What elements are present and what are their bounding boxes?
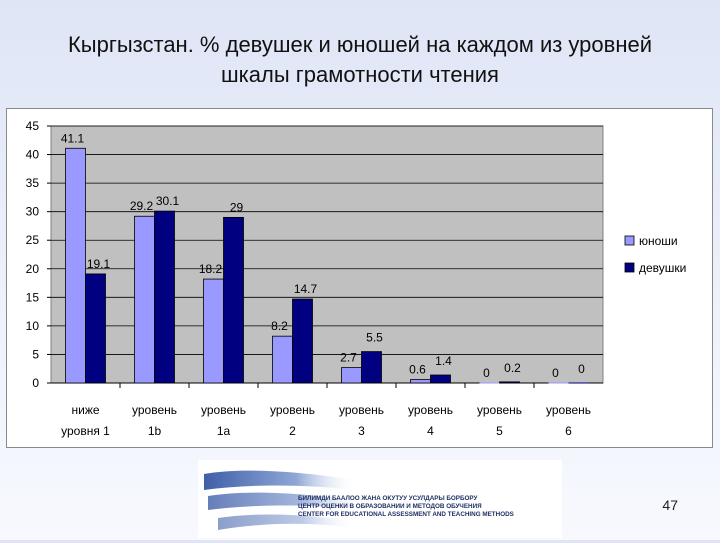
- data-label: 8.2: [271, 319, 288, 333]
- bar: [499, 381, 520, 384]
- x-tick-label: 5: [496, 424, 503, 438]
- x-tick-label: уровень: [270, 403, 315, 417]
- y-tick-label: 20: [26, 262, 40, 276]
- data-label: 29: [230, 200, 244, 214]
- bar: [410, 379, 431, 384]
- legend-label: юноши: [639, 234, 678, 248]
- bar: [430, 374, 451, 384]
- data-label: 2.7: [340, 351, 357, 365]
- x-tick-label: 2: [289, 424, 296, 438]
- legend-label: девушки: [639, 261, 686, 275]
- x-tick-label: 3: [358, 424, 365, 438]
- y-tick-label: 0: [32, 376, 39, 390]
- data-label: 0: [552, 366, 559, 380]
- x-tick-label: 1b: [148, 424, 162, 438]
- page-number: 47: [662, 497, 678, 513]
- slide-title-line-2: шкалы грамотности чтения: [221, 62, 499, 87]
- x-tick-label: уровень: [201, 403, 246, 417]
- y-tick-label: 45: [26, 119, 40, 133]
- data-label: 1.4: [435, 354, 452, 368]
- data-label: 0: [578, 362, 585, 376]
- legend-swatch: [624, 262, 635, 273]
- org-name-line-3: CENTER FOR EDUCATIONAL ASSESSMENT AND TE…: [298, 511, 514, 518]
- x-tick-label: ниже: [71, 403, 99, 417]
- plot-area: [50, 125, 604, 384]
- x-tick-label: 4: [427, 424, 434, 438]
- legend-swatch: [624, 235, 635, 246]
- bar: [134, 215, 155, 384]
- data-label: 5.5: [366, 331, 383, 345]
- slide-title: Кыргызстан. % девушек и юношей на каждом…: [20, 30, 700, 90]
- bar: [341, 367, 362, 384]
- y-tick-label: 25: [26, 233, 40, 247]
- data-label: 30.1: [156, 194, 180, 208]
- y-tick-label: 40: [26, 148, 40, 162]
- x-tick-label: уровень: [339, 403, 384, 417]
- x-tick-label: 6: [565, 424, 572, 438]
- slide-title-line-1: Кыргызстан. % девушек и юношей на каждом…: [67, 32, 653, 57]
- y-tick-label: 10: [26, 319, 40, 333]
- org-name-line-2: ЦЕНТР ОЦЕНКИ В ОБРАЗОВАНИИ И МЕТОДОВ ОБУ…: [298, 503, 482, 510]
- x-tick-label: уровень: [546, 403, 591, 417]
- y-tick-label: 30: [26, 205, 40, 219]
- data-label: 19.1: [87, 257, 111, 271]
- data-label: 18.2: [199, 262, 223, 276]
- bar: [223, 216, 244, 384]
- data-label: 41.1: [61, 131, 85, 145]
- data-label: 0.2: [504, 361, 521, 375]
- bar: [292, 298, 313, 384]
- bar: [154, 210, 175, 384]
- data-label: 0: [483, 366, 490, 380]
- y-tick-label: 5: [32, 347, 39, 361]
- data-label: 0.6: [409, 363, 426, 377]
- organization-logo: БИЛИМДИ БААЛОО ЖАНА ОКУТУУ УСУЛДАРЫ БОРБ…: [204, 470, 514, 530]
- x-tick-label: уровень: [132, 403, 177, 417]
- bar: [361, 351, 382, 384]
- x-tick-label: 1a: [217, 424, 231, 438]
- x-tick-label: уровень: [477, 403, 522, 417]
- data-label: 29.2: [130, 199, 154, 213]
- x-tick-label: уровень: [408, 403, 453, 417]
- bar: [85, 273, 106, 384]
- data-label: 14.7: [294, 282, 318, 296]
- bar: [65, 147, 86, 384]
- org-name-line-1: БИЛИМДИ БААЛОО ЖАНА ОКУТУУ УСУЛДАРЫ БОРБ…: [298, 495, 478, 502]
- y-tick-label: 15: [26, 290, 40, 304]
- x-tick-label: уровня 1: [61, 424, 110, 438]
- chart-panel: 0 5 10 15 20 25 30 35 40 45 ниже уровня 1 41.1 19.1 ур…: [6, 108, 713, 448]
- bar: [272, 335, 293, 384]
- bar: [203, 278, 224, 384]
- footer-banner: БИЛИМДИ БААЛОО ЖАНА ОКУТУУ УСУЛДАРЫ БОРБ…: [198, 460, 562, 538]
- y-tick-label: 35: [26, 176, 40, 190]
